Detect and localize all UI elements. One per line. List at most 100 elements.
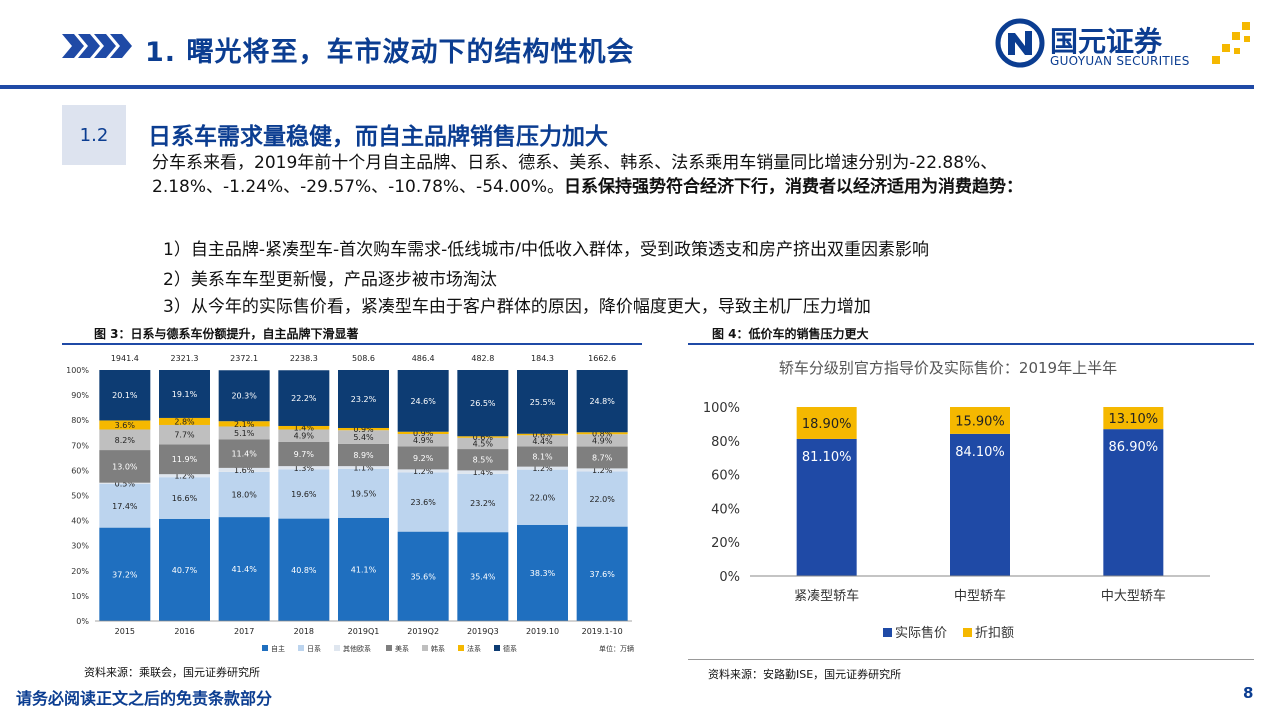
data-label: 13.10%: [1109, 412, 1159, 427]
total-label: 486.4: [412, 354, 435, 363]
data-label: 8.9%: [353, 451, 374, 460]
figure3-caption-line: [62, 343, 642, 345]
data-label: 35.6%: [410, 572, 436, 581]
data-label: 18.0%: [231, 490, 257, 499]
data-label: 11.4%: [231, 450, 257, 459]
figure4-caption: 图 4：低价车的销售压力更大: [712, 327, 869, 341]
data-label: 35.4%: [470, 573, 496, 582]
bar-segment: [218, 471, 270, 518]
data-label: 8.5%: [473, 456, 494, 465]
legend-label: 法系: [467, 644, 481, 653]
legend-label: 美系: [395, 644, 409, 653]
bar-segment: [517, 433, 568, 436]
bar-segment: [159, 474, 210, 478]
data-label: 11.9%: [172, 455, 198, 464]
data-label: 25.5%: [530, 398, 556, 407]
data-label: 15.90%: [955, 414, 1005, 429]
data-label: 37.6%: [589, 570, 615, 579]
legend-swatch: [334, 645, 340, 651]
data-label: 4.4%: [532, 437, 553, 446]
bar-segment: [338, 443, 389, 467]
total-label: 184.3: [531, 354, 554, 363]
bar-segment: [517, 435, 568, 447]
data-label: 41.1%: [351, 565, 377, 574]
bar-segment: [517, 524, 568, 621]
data-label: 23.2%: [470, 499, 496, 508]
data-label: 24.8%: [589, 397, 615, 406]
bar-segment: [278, 370, 330, 426]
legend-swatch: [883, 628, 892, 637]
data-label: 1.3%: [294, 464, 315, 473]
data-label: 4.9%: [592, 436, 613, 445]
bar-segment: [397, 434, 449, 447]
bar-segment: [218, 467, 270, 472]
bar-segment: [950, 407, 1010, 434]
data-label: 18.90%: [802, 417, 852, 432]
data-label: 1.2%: [174, 472, 195, 481]
data-label: 0.9%: [413, 429, 434, 438]
data-label: 13.0%: [112, 462, 138, 471]
bar-segment: [576, 446, 628, 469]
bar-segment: [576, 434, 628, 447]
logo-text-en: GUOYUAN SECURITIES: [1050, 54, 1190, 68]
bar-segment: [517, 370, 568, 434]
list-item: 2）美系车车型更新慢，产品逐步被市场淘汰: [163, 270, 497, 290]
logo-squares-icon: [1212, 22, 1250, 64]
legend-label: 自主: [271, 644, 285, 653]
x-tick-label: 2019.10: [526, 627, 559, 636]
bar-segment: [1103, 407, 1164, 430]
data-label: 1.2%: [413, 467, 434, 476]
total-label: 482.8: [471, 354, 494, 363]
section-number: 1.2: [62, 105, 126, 165]
y-tick-label: 20%: [711, 536, 740, 551]
bar-segment: [457, 470, 509, 474]
bar-segment: [517, 466, 568, 470]
data-label: 4.9%: [413, 436, 434, 445]
y-tick-label: 100%: [66, 366, 89, 375]
figure4-chart: 轿车分级别官方指导价及实际售价：2019年上半年 0% 20% 40% 60% 80% 10…: [703, 359, 1210, 641]
data-label: 40.8%: [291, 566, 317, 575]
bar-segment: [576, 468, 628, 472]
total-label: 1662.6: [588, 354, 616, 363]
data-label: 41.4%: [231, 565, 257, 574]
bar-segment: [457, 370, 509, 437]
data-label: 19.1%: [172, 390, 198, 399]
bar-segment: [457, 436, 509, 438]
bar-segment: [99, 450, 151, 483]
data-label: 84.10%: [955, 445, 1005, 460]
x-tick-label: 2018: [294, 627, 314, 636]
data-label: 81.10%: [802, 450, 852, 465]
bar-segment: [397, 531, 449, 621]
bar-segment: [278, 441, 330, 467]
data-label: 37.2%: [112, 570, 138, 579]
bar-segment: [397, 472, 449, 532]
bar-segment: [159, 370, 210, 418]
figure3-caption: 图 3：日系与德系车份额提升，自主品牌下滑显著: [94, 327, 359, 341]
data-label: 3.6%: [115, 421, 136, 430]
y-tick-label: 0%: [719, 570, 740, 585]
data-label: 9.2%: [413, 454, 434, 463]
y-tick-label: 20%: [71, 567, 89, 576]
data-label: 0.5%: [115, 479, 136, 488]
x-tick-label: 2015: [115, 627, 135, 636]
page-title: 1. 曙光将至，车市波动下的结构性机会: [145, 37, 635, 68]
paragraph-text: 分车系来看，2019年前十个月自主品牌、日系、德系、美系、韩系、法系乘用车销量同…: [152, 153, 998, 197]
y-tick-label: 80%: [711, 435, 740, 450]
logo-mark-icon: [995, 18, 1045, 68]
data-label: 4.5%: [473, 439, 494, 448]
data-label: 38.3%: [530, 569, 556, 578]
page-number: 8: [1243, 684, 1254, 702]
legend-label: 折扣额: [975, 626, 1014, 641]
legend-label: 韩系: [431, 644, 445, 653]
bar-segment: [218, 517, 270, 621]
x-tick-label: 2019Q1: [348, 627, 380, 636]
y-tick-label: 90%: [71, 391, 89, 400]
bar-segment: [517, 446, 568, 467]
bar-segment: [278, 429, 330, 442]
bar-segment: [159, 518, 210, 621]
section-title: 日系车需求量稳健，而自主品牌销售压力加大: [148, 124, 608, 150]
data-label: 8.2%: [115, 436, 136, 445]
data-label: 17.4%: [112, 502, 138, 511]
header-arrows-icon: [62, 34, 132, 58]
figure3-source: 资料来源：乘联会，国元证券研究所: [84, 666, 260, 679]
